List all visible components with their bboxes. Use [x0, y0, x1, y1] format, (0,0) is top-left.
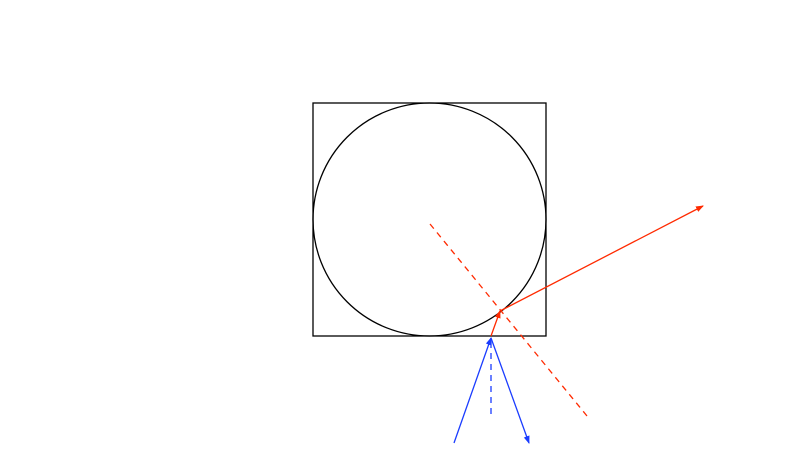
exit-ray [499, 205, 704, 312]
square [312, 102, 547, 337]
circle [312, 102, 547, 337]
incident-ray [453, 337, 492, 444]
refracted-ray [490, 310, 501, 337]
reflected-ray [490, 337, 530, 444]
normal-line [429, 223, 588, 417]
